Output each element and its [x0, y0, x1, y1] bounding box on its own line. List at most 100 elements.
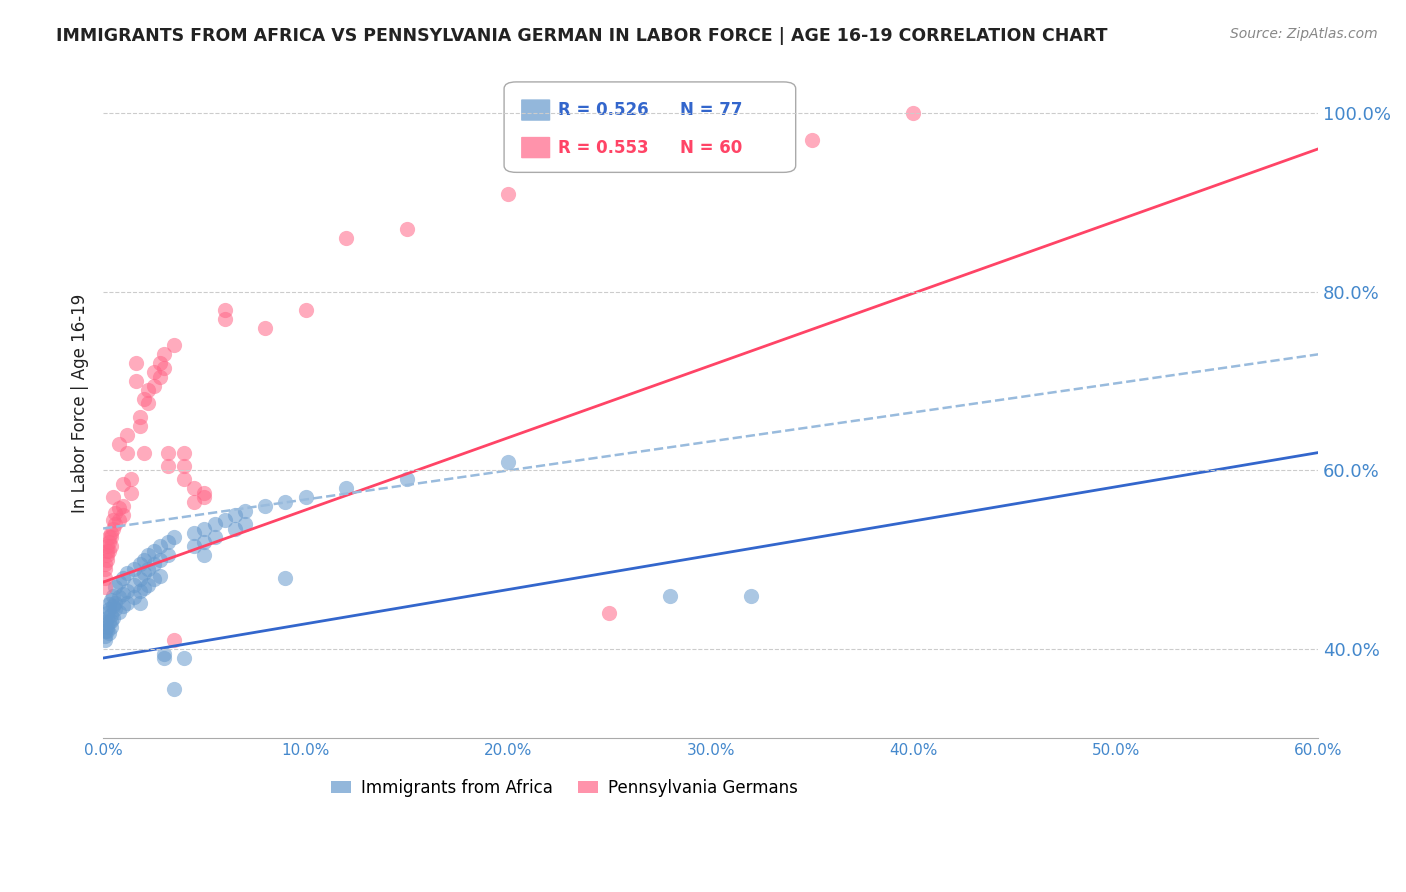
Point: [122, 578, 145, 592]
Point: [98, 531, 121, 545]
Point: [136, 383, 159, 397]
Point: [104, 580, 127, 594]
Point: [94, 580, 117, 594]
Point: [96, 544, 118, 558]
Point: [108, 591, 131, 605]
Point: [112, 499, 135, 513]
Point: [233, 517, 256, 532]
Point: [94, 629, 117, 643]
Point: [659, 589, 682, 603]
Point: [496, 186, 519, 201]
Point: [96, 549, 118, 563]
Point: [183, 494, 205, 508]
Point: [193, 490, 215, 504]
Point: [96, 611, 118, 625]
Point: [204, 517, 226, 532]
Point: [103, 490, 125, 504]
Point: [103, 611, 125, 625]
Legend: Immigrants from Africa, Pennsylvania Germans: Immigrants from Africa, Pennsylvania Ger…: [325, 772, 804, 804]
Point: [108, 500, 131, 515]
Text: R = 0.526: R = 0.526: [558, 101, 648, 119]
Point: [108, 575, 131, 590]
Text: Source: ZipAtlas.com: Source: ZipAtlas.com: [1230, 27, 1378, 41]
Point: [96, 624, 118, 639]
Point: [156, 458, 179, 473]
Point: [294, 490, 316, 504]
Point: [132, 553, 155, 567]
Point: [128, 596, 150, 610]
Point: [103, 522, 125, 536]
Point: [112, 587, 135, 601]
Point: [149, 369, 172, 384]
Point: [193, 485, 215, 500]
Point: [100, 593, 122, 607]
Point: [163, 633, 186, 648]
Point: [117, 566, 139, 581]
Point: [214, 512, 236, 526]
Point: [96, 620, 118, 634]
Point: [204, 531, 226, 545]
Point: [254, 499, 277, 513]
Point: [274, 571, 297, 585]
Point: [598, 607, 620, 621]
Point: [153, 360, 176, 375]
Point: [117, 445, 139, 459]
Point: [132, 445, 155, 459]
FancyBboxPatch shape: [505, 82, 796, 172]
Point: [149, 569, 172, 583]
Point: [254, 320, 277, 334]
Point: [103, 512, 125, 526]
Point: [100, 540, 122, 554]
Point: [274, 494, 297, 508]
Point: [94, 615, 117, 630]
FancyBboxPatch shape: [522, 99, 550, 120]
Point: [122, 562, 145, 576]
Point: [173, 651, 195, 665]
Point: [800, 133, 823, 147]
Point: [136, 549, 159, 563]
Point: [100, 620, 122, 634]
Point: [214, 311, 236, 326]
Point: [108, 436, 131, 450]
Point: [163, 531, 186, 545]
Point: [173, 472, 195, 486]
Point: [136, 578, 159, 592]
Point: [98, 602, 121, 616]
Point: [128, 584, 150, 599]
Point: [149, 356, 172, 370]
Point: [149, 553, 172, 567]
Point: [104, 506, 127, 520]
Point: [108, 605, 131, 619]
Point: [173, 458, 195, 473]
Point: [117, 596, 139, 610]
Point: [124, 356, 146, 370]
Point: [112, 476, 135, 491]
Point: [395, 472, 418, 486]
Point: [100, 531, 122, 545]
Point: [1104, 861, 1126, 875]
Point: [94, 558, 117, 572]
Point: [132, 392, 155, 406]
Point: [149, 540, 172, 554]
Point: [183, 481, 205, 495]
Point: [132, 566, 155, 581]
Point: [103, 599, 125, 614]
Point: [117, 584, 139, 599]
Point: [112, 508, 135, 522]
Point: [183, 526, 205, 541]
Point: [901, 106, 924, 120]
Point: [142, 573, 165, 587]
Point: [136, 396, 159, 410]
Point: [103, 589, 125, 603]
Point: [153, 651, 176, 665]
Point: [183, 540, 205, 554]
Point: [98, 615, 121, 630]
Point: [224, 508, 246, 522]
Point: [98, 598, 121, 612]
Point: [104, 517, 127, 532]
Point: [117, 427, 139, 442]
Text: N = 60: N = 60: [681, 138, 742, 157]
Point: [136, 562, 159, 576]
Point: [96, 540, 118, 554]
Point: [100, 614, 122, 628]
